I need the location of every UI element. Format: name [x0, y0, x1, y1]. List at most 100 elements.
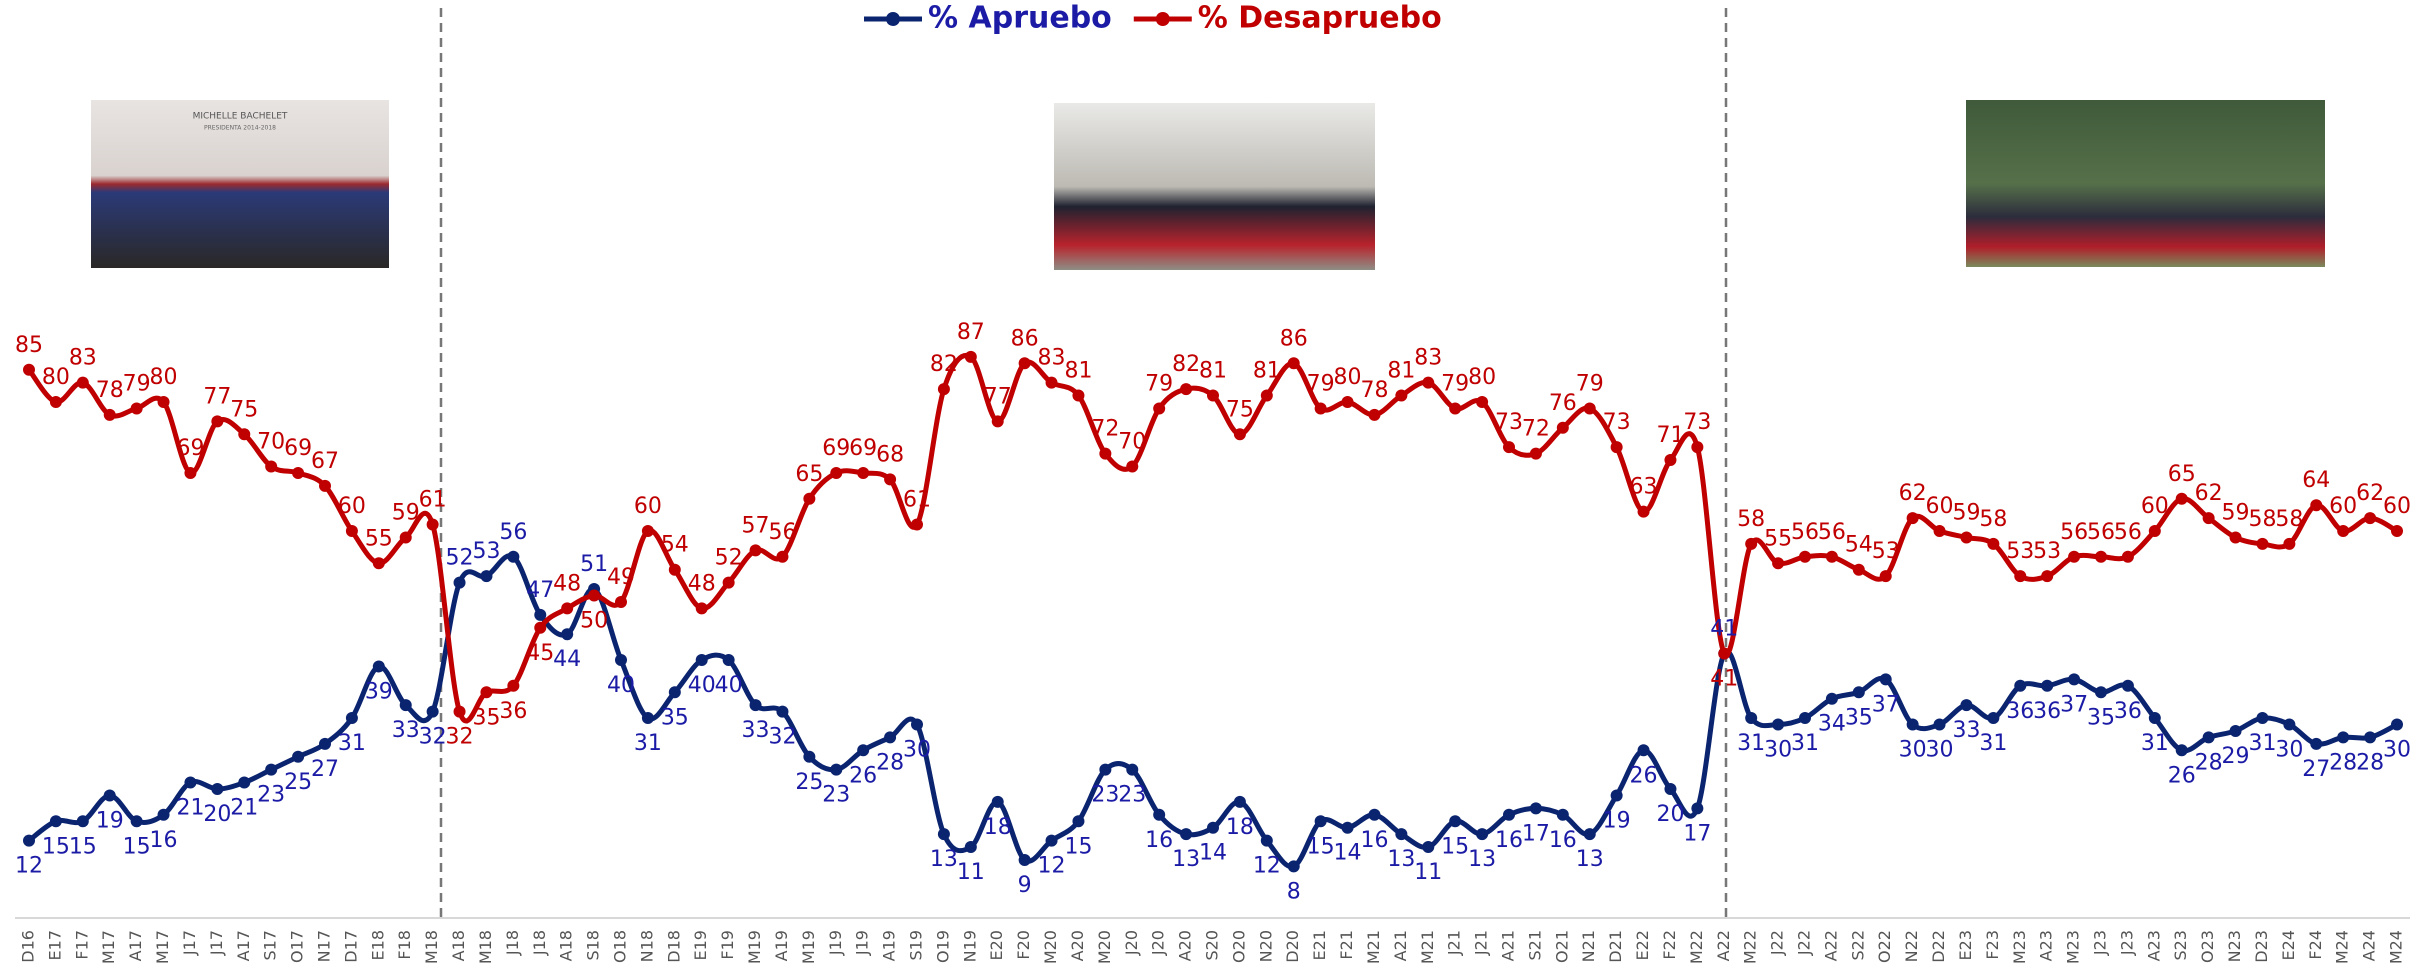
value-label: 56 [2087, 520, 2115, 545]
value-label: 13 [1468, 847, 1496, 872]
point [480, 570, 492, 582]
value-label: 85 [15, 333, 43, 358]
point [1691, 802, 1703, 814]
point [1745, 538, 1757, 550]
value-label: 67 [311, 449, 339, 474]
point [2391, 719, 2403, 731]
value-label: 60 [634, 494, 662, 519]
point [2337, 525, 2349, 537]
point [2256, 712, 2268, 724]
point [857, 467, 869, 479]
x-tick-label: S23 [2171, 930, 2190, 961]
value-label: 25 [284, 770, 312, 795]
value-label: 16 [1360, 828, 1388, 853]
point [1880, 673, 1892, 685]
value-label: 70 [1118, 430, 1146, 455]
x-tick-label: S22 [1848, 930, 1867, 961]
x-tick-label: N17 [315, 930, 334, 962]
value-label: 29 [2222, 744, 2250, 769]
x-tick-label: N22 [1902, 930, 1921, 962]
value-label: 31 [2141, 731, 2169, 756]
point [1799, 712, 1811, 724]
value-label: 50 [580, 609, 608, 634]
value-label: 69 [284, 436, 312, 461]
value-label: 69 [176, 436, 204, 461]
x-tick-label: E22 [1633, 930, 1652, 960]
point [292, 751, 304, 763]
point [1234, 428, 1246, 440]
value-label: 55 [365, 526, 393, 551]
value-label: 28 [2329, 750, 2357, 775]
value-label: 33 [1952, 718, 1980, 743]
point [2203, 731, 2215, 743]
point [238, 777, 250, 789]
point [884, 473, 896, 485]
value-label: 73 [1495, 410, 1523, 435]
value-label: 31 [1737, 731, 1765, 756]
point [911, 519, 923, 531]
value-label: 14 [1199, 841, 1227, 866]
x-tick-label: J21 [1445, 930, 1464, 956]
point [346, 525, 358, 537]
value-label: 59 [392, 500, 420, 525]
value-label: 9 [1018, 873, 1032, 898]
legend-label: % Apruebo [928, 1, 1112, 36]
photo-caption: PRESIDENTA 2014-2018 [204, 125, 276, 132]
value-label: 30 [1899, 738, 1927, 763]
point [803, 751, 815, 763]
point [1288, 860, 1300, 872]
value-label: 27 [2302, 757, 2330, 782]
photo [1054, 103, 1375, 270]
point [669, 564, 681, 576]
point [373, 660, 385, 672]
point [1476, 396, 1488, 408]
chart: MICHELLE BACHELET PRESIDENTA 2014-2018 D… [0, 0, 2420, 970]
x-tick-label: M21 [1418, 930, 1437, 964]
value-label: 35 [472, 705, 500, 730]
x-tick-label: S18 [584, 930, 603, 961]
value-label: 30 [903, 738, 931, 763]
value-label: 36 [2114, 699, 2142, 724]
value-label: 68 [876, 442, 904, 467]
value-label: 23 [1091, 783, 1119, 808]
value-label: 37 [2060, 692, 2088, 717]
value-label: 60 [338, 494, 366, 519]
point [1126, 764, 1138, 776]
value-label: 16 [1495, 828, 1523, 853]
point [2364, 731, 2376, 743]
value-label: 31 [634, 731, 662, 756]
point [292, 467, 304, 479]
point [2122, 551, 2134, 563]
point [1019, 357, 1031, 369]
point [2337, 731, 2349, 743]
point [1315, 815, 1327, 827]
point [2149, 712, 2161, 724]
value-label: 52 [446, 546, 474, 571]
value-label: 30 [1764, 738, 1792, 763]
point [1261, 835, 1273, 847]
value-label: 80 [1334, 365, 1362, 390]
value-label: 18 [984, 815, 1012, 840]
value-label: 75 [1226, 397, 1254, 422]
point [427, 706, 439, 718]
value-label: 23 [1118, 783, 1146, 808]
point [400, 699, 412, 711]
point [131, 815, 143, 827]
point [1180, 383, 1192, 395]
value-label: 83 [1038, 346, 1066, 371]
point [2256, 538, 2268, 550]
value-label: 52 [715, 546, 743, 571]
point [1638, 744, 1650, 756]
x-tick-label: F21 [1337, 930, 1356, 960]
point [23, 364, 35, 376]
x-tick-label: D21 [1606, 930, 1625, 963]
x-tick-label: N21 [1579, 930, 1598, 962]
point [238, 428, 250, 440]
value-label: 69 [849, 436, 877, 461]
x-tick-label: D17 [341, 930, 360, 963]
point [1046, 835, 1058, 847]
point [965, 841, 977, 853]
value-label: 15 [123, 834, 151, 859]
point [992, 415, 1004, 427]
value-label: 14 [1334, 841, 1362, 866]
